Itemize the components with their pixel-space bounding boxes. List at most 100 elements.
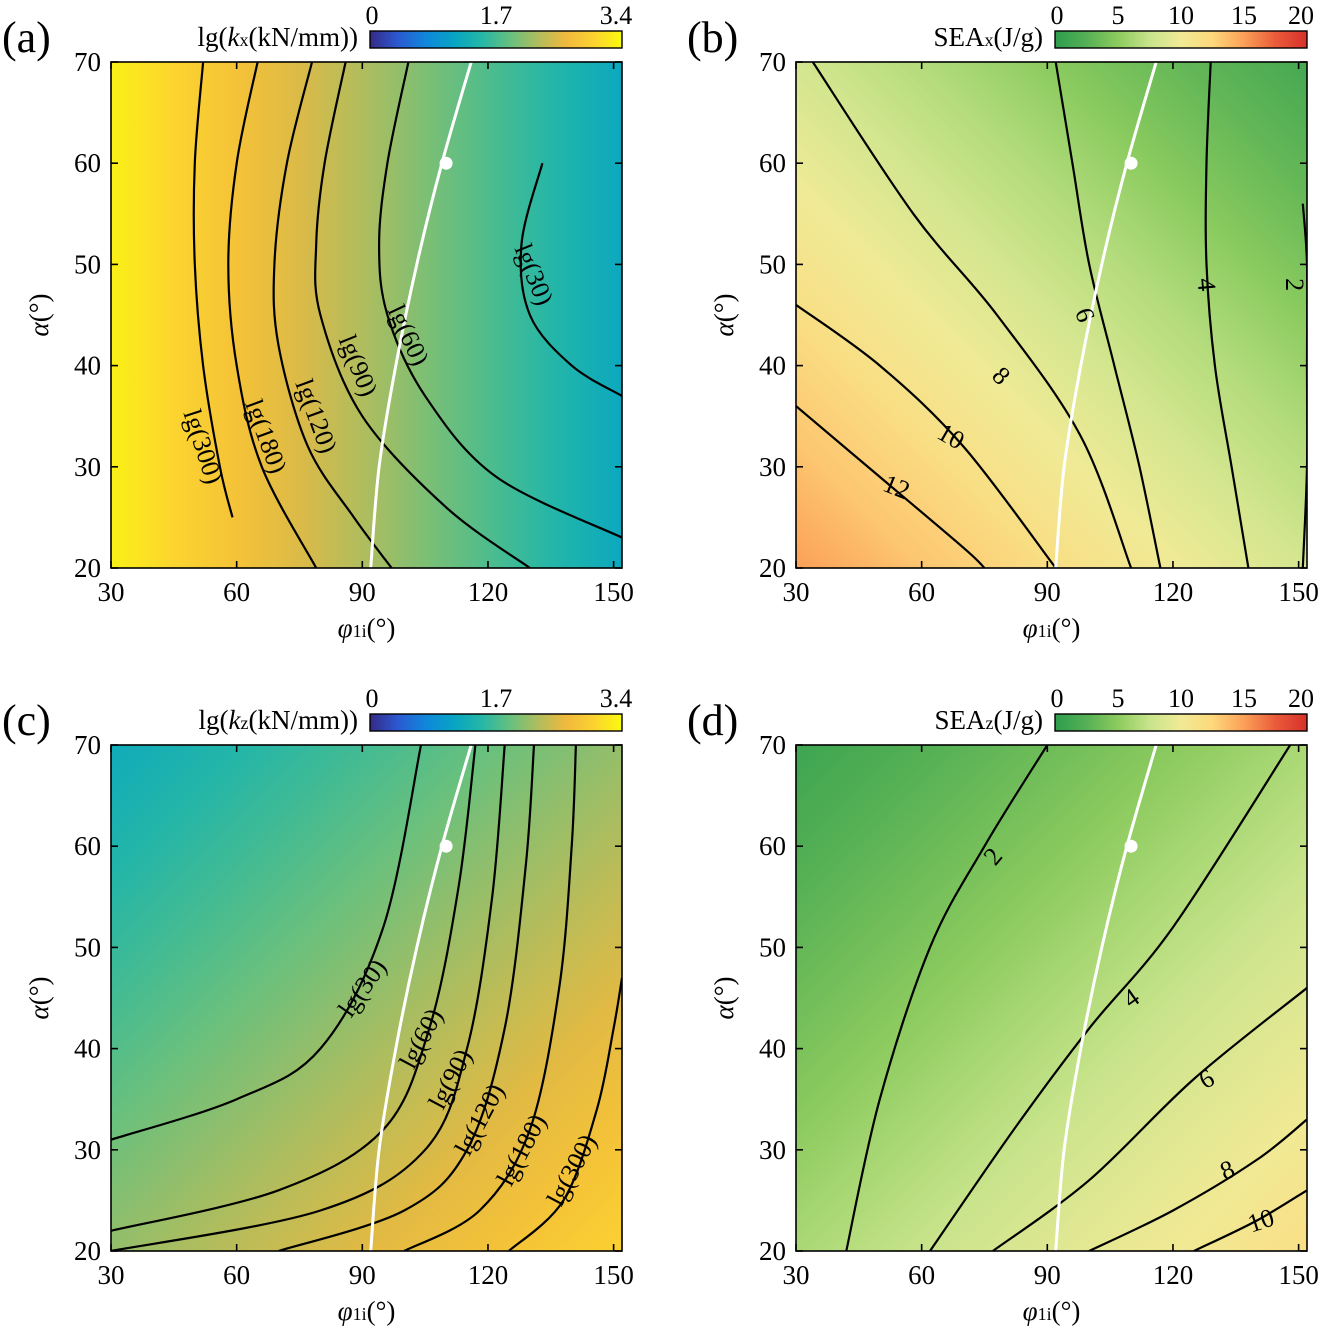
contour-label: 2	[1280, 278, 1309, 291]
svg-text:2: 2	[1280, 278, 1309, 291]
contour-line	[314, 62, 531, 568]
y-tick-label: 60	[759, 148, 786, 178]
colorbar-tick-label: 20	[1288, 684, 1314, 713]
x-tick-label: 150	[1278, 577, 1319, 607]
x-tick-label: 60	[223, 577, 250, 607]
colorbar-tick-label: 20	[1288, 1, 1314, 30]
contour-line	[508, 977, 622, 1251]
x-tick-label: 150	[1278, 1260, 1319, 1290]
contour-line	[519, 162, 622, 397]
x-axis-label: φ1i(°)	[338, 613, 396, 643]
heatmap-surface	[796, 62, 1307, 568]
colorbar-tick-label: 1.7	[480, 1, 513, 30]
y-tick-label: 40	[759, 1034, 786, 1064]
y-tick-label: 70	[74, 730, 101, 760]
x-tick-label: 60	[223, 1260, 250, 1290]
colorbar-title: lg(kz(kN/mm))	[199, 705, 358, 735]
y-tick-label: 60	[74, 831, 101, 861]
contour-line	[796, 405, 986, 568]
y-axis-label: α(°)	[709, 294, 739, 337]
x-tick-label: 90	[1034, 1260, 1061, 1290]
colorbar-tick-label: 15	[1231, 684, 1257, 713]
contour-line	[403, 745, 577, 1251]
colorbar-title: SEAz(J/g)	[934, 705, 1043, 735]
x-tick-label: 30	[783, 1260, 810, 1290]
contour-label: 4	[1191, 277, 1221, 292]
contour-lines	[796, 62, 1307, 568]
colorbar-title: lg(kx(kN/mm))	[198, 22, 358, 52]
colorbar-tick-label: 5	[1112, 1, 1125, 30]
x-tick-label: 120	[468, 1260, 509, 1290]
contour-line	[227, 62, 318, 568]
contour-line	[192, 62, 234, 518]
contour-line	[377, 62, 622, 539]
optimum-curve	[1054, 62, 1158, 568]
colorbar-tick-label: 1.7	[480, 684, 513, 713]
contour-lines	[845, 745, 1307, 1251]
y-tick-label: 50	[759, 249, 786, 279]
contour-line	[845, 745, 1049, 1251]
y-tick-label: 40	[759, 351, 786, 381]
contour-line	[992, 987, 1307, 1251]
panel-c: lg(30)lg(60)lg(90)lg(120)lg(180)lg(300)3…	[2, 684, 634, 1326]
optimum-marker	[1124, 156, 1138, 170]
x-axis-label: φ1i(°)	[1023, 613, 1081, 643]
x-axis-label: φ1i(°)	[338, 1296, 396, 1326]
y-axis-label: α(°)	[24, 977, 54, 1020]
panel-letter: (c)	[2, 696, 51, 745]
colorbar-tick-label: 3.4	[600, 1, 633, 30]
y-tick-label: 40	[74, 351, 101, 381]
contour-lines	[111, 745, 622, 1251]
colorbar-tick-label: 15	[1231, 1, 1257, 30]
y-tick-label: 20	[74, 1236, 101, 1266]
x-tick-label: 120	[1153, 577, 1194, 607]
plot-frame	[795, 744, 1308, 1252]
heatmap-surface	[111, 62, 622, 568]
y-tick-label: 30	[759, 1135, 786, 1165]
y-tick-label: 50	[74, 932, 101, 962]
x-tick-label: 90	[349, 1260, 376, 1290]
y-tick-label: 30	[74, 1135, 101, 1165]
colorbar-tick-label: 5	[1112, 684, 1125, 713]
optimum-curve	[1054, 745, 1158, 1251]
x-tick-label: 30	[98, 1260, 125, 1290]
colorbar	[1054, 713, 1308, 732]
y-axis-label: α(°)	[709, 977, 739, 1020]
contour-line	[278, 745, 536, 1251]
colorbar-title: SEAx(J/g)	[933, 22, 1043, 52]
colorbar-tick-label: 10	[1168, 684, 1194, 713]
heatmap-surface	[111, 745, 622, 1251]
y-tick-label: 70	[759, 730, 786, 760]
colorbar	[1054, 30, 1308, 49]
x-tick-label: 150	[593, 1260, 634, 1290]
colorbar	[369, 30, 623, 49]
y-tick-label: 20	[759, 553, 786, 583]
y-tick-label: 70	[74, 47, 101, 77]
svg-text:4: 4	[1191, 277, 1221, 292]
contour-line	[1204, 62, 1250, 568]
plot-frame	[110, 61, 623, 569]
contour-line	[929, 745, 1292, 1251]
panel-a: lg(300) lg(180)lg(120)lg(90)lg(60)lg(30)3…	[2, 1, 634, 643]
x-tick-label: 30	[783, 577, 810, 607]
colorbar-tick-label: 0	[366, 684, 379, 713]
optimum-marker	[439, 839, 453, 853]
optimum-curve	[369, 745, 473, 1251]
contour-line	[796, 304, 1057, 568]
panel-letter: (b)	[687, 13, 738, 62]
optimum-curve	[369, 62, 473, 568]
x-tick-label: 120	[1153, 1260, 1194, 1290]
panel-letter: (a)	[2, 13, 51, 62]
contour-lines	[192, 62, 622, 568]
y-tick-label: 20	[74, 553, 101, 583]
y-tick-label: 70	[759, 47, 786, 77]
colorbar-tick-label: 0	[1051, 684, 1064, 713]
y-tick-label: 50	[759, 932, 786, 962]
y-tick-label: 50	[74, 249, 101, 279]
y-tick-label: 30	[74, 452, 101, 482]
y-tick-label: 20	[759, 1236, 786, 1266]
contour-line	[811, 62, 1133, 568]
